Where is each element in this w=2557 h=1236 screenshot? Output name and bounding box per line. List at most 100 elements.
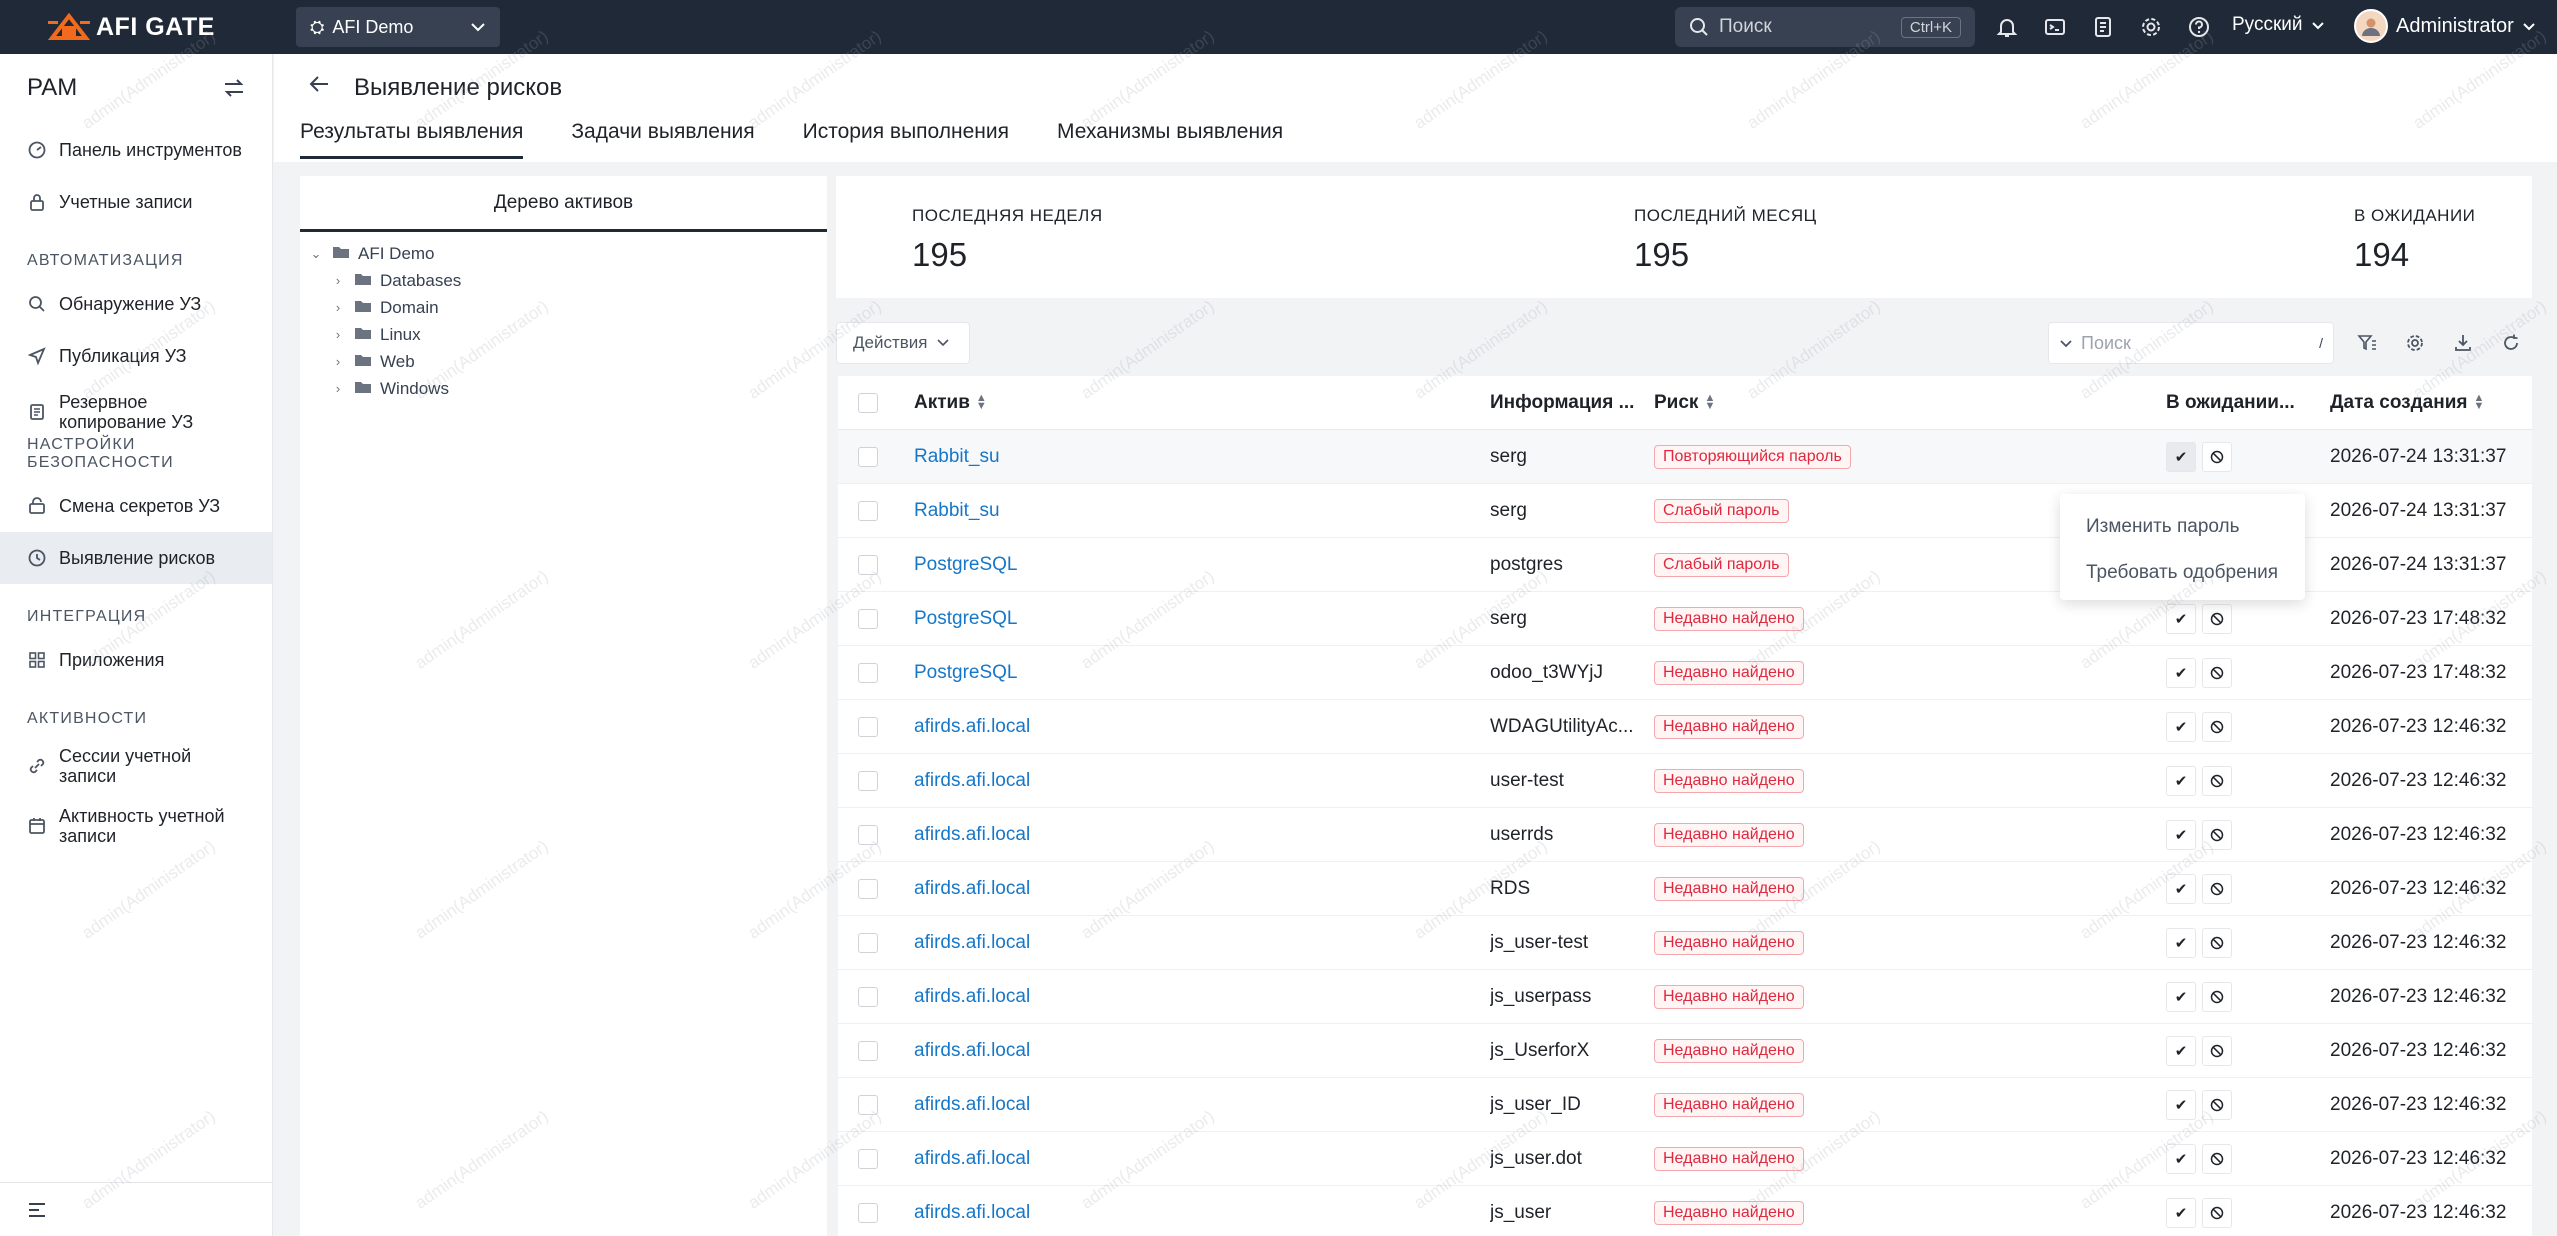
column-header-info[interactable]: Информация ... xyxy=(1490,391,1635,413)
table-search[interactable]: Поиск / xyxy=(2048,322,2334,364)
tree-node[interactable]: › Web xyxy=(300,348,827,375)
chevron-right-icon[interactable]: › xyxy=(335,273,341,288)
help-icon[interactable] xyxy=(2184,12,2214,42)
check-icon[interactable]: ✔ xyxy=(2166,711,2196,742)
check-icon[interactable]: ✔ xyxy=(2166,819,2196,850)
asset-link[interactable]: afirds.afi.local xyxy=(914,877,1031,899)
asset-link[interactable]: Rabbit_su xyxy=(914,499,1000,521)
row-checkbox[interactable] xyxy=(858,1040,878,1061)
sort-icon[interactable]: ▲ ▼ xyxy=(1704,392,1716,413)
row-checkbox[interactable] xyxy=(858,500,878,521)
table-row[interactable]: PostgreSQL odoo_t3WYjJ Недавно найдено ✔ 202… xyxy=(838,646,2532,700)
ignore-icon[interactable] xyxy=(2202,981,2232,1012)
table-row[interactable]: afirds.afi.local RDS Недавно найдено ✔ 2026-… xyxy=(838,862,2532,916)
sidebar-item-dashboard[interactable]: Панель инструментов xyxy=(0,124,272,176)
check-icon[interactable]: ✔ xyxy=(2166,1035,2196,1066)
ignore-icon[interactable] xyxy=(2202,1143,2232,1174)
table-row[interactable]: afirds.afi.local js_user.dot Недавно найде… xyxy=(838,1132,2532,1186)
row-checkbox[interactable] xyxy=(858,608,878,629)
select-all-checkbox[interactable] xyxy=(858,392,878,413)
tree-node[interactable]: › Linux xyxy=(300,321,827,348)
table-row[interactable]: afirds.afi.local js_user Недавно найдено ✔ 2… xyxy=(838,1186,2532,1236)
sidebar-item-account-sessions[interactable]: Сессии учетной записи xyxy=(0,736,272,796)
ignore-icon[interactable] xyxy=(2202,603,2232,634)
tree-node[interactable]: › Windows xyxy=(300,375,827,402)
check-icon[interactable]: ✔ xyxy=(2166,1089,2196,1120)
tab-detection-engines[interactable]: Механизмы выявления xyxy=(1057,120,1284,143)
ignore-icon[interactable] xyxy=(2202,873,2232,904)
asset-link[interactable]: afirds.afi.local xyxy=(914,715,1031,737)
table-row[interactable]: afirds.afi.local js_user-test Недавно найд… xyxy=(838,916,2532,970)
chevron-down-icon[interactable]: ⌄ xyxy=(310,245,322,261)
row-checkbox[interactable] xyxy=(858,770,878,791)
sidebar-item-accounts[interactable]: Учетные записи xyxy=(0,176,272,228)
asset-link[interactable]: afirds.afi.local xyxy=(914,1201,1031,1223)
asset-link[interactable]: afirds.afi.local xyxy=(914,1039,1031,1061)
switch-icon[interactable] xyxy=(223,78,245,98)
check-icon[interactable]: ✔ xyxy=(2166,1143,2196,1174)
ignore-icon[interactable] xyxy=(2202,1089,2232,1120)
table-row[interactable]: Rabbit_su serg Повторяющийся пароль ✔ 2026-0… xyxy=(838,430,2532,484)
row-checkbox[interactable] xyxy=(858,554,878,575)
row-checkbox[interactable] xyxy=(858,446,878,467)
column-header-pending[interactable]: В ожидании... xyxy=(2166,391,2295,413)
column-header-risk[interactable]: Риск ▲ ▼ xyxy=(1654,392,2166,414)
gear-icon[interactable] xyxy=(2400,328,2430,358)
brand-logo[interactable]: AFI GATE xyxy=(48,10,215,44)
table-row[interactable]: afirds.afi.local js_userpass Недавно найде… xyxy=(838,970,2532,1024)
ignore-icon[interactable] xyxy=(2202,1035,2232,1066)
chevron-down-icon[interactable] xyxy=(2059,339,2073,348)
global-search[interactable]: Поиск Ctrl+K xyxy=(1675,7,1975,47)
ignore-icon[interactable] xyxy=(2202,657,2232,688)
check-icon[interactable]: ✔ xyxy=(2166,873,2196,904)
column-header-asset[interactable]: Актив ▲ ▼ xyxy=(914,392,1490,414)
table-row[interactable]: afirds.afi.local WDAGUtilityAc... Недавно … xyxy=(838,700,2532,754)
table-row[interactable]: afirds.afi.local userrds Недавно найдено ✔ 2… xyxy=(838,808,2532,862)
ignore-icon[interactable] xyxy=(2202,1197,2232,1228)
collapse-menu-icon[interactable] xyxy=(27,1201,47,1219)
user-menu[interactable]: Administrator xyxy=(2354,9,2536,43)
tab-execution-history[interactable]: История выполнения xyxy=(802,120,1009,143)
gear-icon[interactable] xyxy=(2136,12,2166,42)
sidebar-item-applications[interactable]: Приложения xyxy=(0,634,272,686)
asset-link[interactable]: afirds.afi.local xyxy=(914,1147,1031,1169)
language-selector[interactable]: Русский xyxy=(2232,14,2325,36)
ignore-icon[interactable] xyxy=(2202,441,2232,472)
table-row[interactable]: afirds.afi.local user-test Недавно найдено… xyxy=(838,754,2532,808)
chevron-right-icon[interactable]: › xyxy=(335,300,341,315)
row-checkbox[interactable] xyxy=(858,1202,878,1223)
sort-icon[interactable]: ▲ ▼ xyxy=(2473,392,2485,413)
download-icon[interactable] xyxy=(2448,328,2478,358)
check-icon[interactable]: ✔ xyxy=(2166,441,2196,472)
asset-link[interactable]: afirds.afi.local xyxy=(914,985,1031,1007)
refresh-icon[interactable] xyxy=(2496,328,2526,358)
org-selector[interactable]: ⛭ AFI Demo xyxy=(296,7,500,47)
table-row[interactable]: afirds.afi.local js_UserforX Недавно найде… xyxy=(838,1024,2532,1078)
chevron-right-icon[interactable]: › xyxy=(335,381,341,396)
ignore-icon[interactable] xyxy=(2202,711,2232,742)
check-icon[interactable]: ✔ xyxy=(2166,657,2196,688)
menu-item-change-password[interactable]: Изменить пароль xyxy=(2086,516,2240,537)
bell-icon[interactable] xyxy=(1992,12,2022,42)
ignore-icon[interactable] xyxy=(2202,765,2232,796)
sidebar-item-discovery[interactable]: Обнаружение УЗ xyxy=(0,278,272,330)
sort-icon[interactable]: ▲ ▼ xyxy=(975,392,987,413)
asset-link[interactable]: afirds.afi.local xyxy=(914,1093,1031,1115)
check-icon[interactable]: ✔ xyxy=(2166,1197,2196,1228)
tree-node-root[interactable]: ⌄ AFI Demo xyxy=(300,240,827,267)
table-row[interactable]: PostgreSQL serg Недавно найдено ✔ 2026-07-23… xyxy=(838,592,2532,646)
row-checkbox[interactable] xyxy=(858,716,878,737)
sidebar-item-risk-detection[interactable]: Выявление рисков xyxy=(0,532,272,584)
filter-icon[interactable] xyxy=(2352,328,2382,358)
chevron-right-icon[interactable]: › xyxy=(335,327,341,342)
actions-dropdown[interactable]: Действия xyxy=(836,322,970,364)
asset-link[interactable]: afirds.afi.local xyxy=(914,769,1031,791)
row-checkbox[interactable] xyxy=(858,986,878,1007)
ignore-icon[interactable] xyxy=(2202,927,2232,958)
tab-detection-results[interactable]: Результаты выявления xyxy=(300,120,524,159)
sidebar-item-publication[interactable]: Публикация УЗ xyxy=(0,330,272,382)
row-checkbox[interactable] xyxy=(858,878,878,899)
tree-node[interactable]: › Databases xyxy=(300,267,827,294)
menu-item-require-approval[interactable]: Требовать одобрения xyxy=(2086,562,2279,583)
sidebar-item-account-activity[interactable]: Активность учетной записи xyxy=(0,796,272,856)
